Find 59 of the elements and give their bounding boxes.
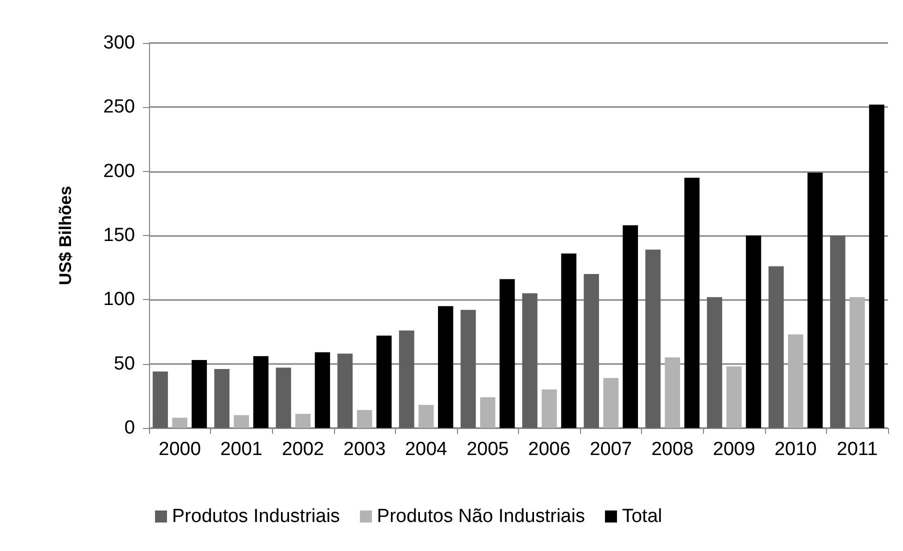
bar [830,236,846,428]
legend-label: Total [622,506,662,527]
y-tick-label: 200 [103,160,135,182]
x-tick-label: 2009 [712,439,756,460]
bar [152,372,168,428]
bar [645,250,661,428]
bar [214,368,230,428]
bar [622,225,638,428]
bar [460,310,476,428]
bar [438,306,454,428]
bar [192,360,207,428]
bar [314,352,330,428]
bar [869,104,884,428]
bar [172,418,188,428]
legend-label: Produtos Industriais [172,506,340,527]
bar [706,297,722,428]
bar [500,279,515,428]
y-tick-label: 0 [124,418,135,438]
bar [726,366,742,428]
x-tick-label: 2006 [528,439,570,460]
x-tick-label: 2002 [282,439,324,460]
x-tick-label: 2007 [590,439,632,460]
bar [234,415,249,428]
bar [603,378,618,428]
y-tick-label: 100 [103,289,135,310]
bar [584,274,599,428]
bar [356,410,372,428]
bar [684,178,700,428]
bar [276,368,292,428]
bar [808,172,823,428]
x-tick-label: 2010 [774,439,817,460]
x-tick-label: 2008 [651,439,694,460]
y-axis-title: US$ Bilhões [56,186,75,286]
bar [850,297,865,428]
x-tick-label: 2001 [220,439,263,460]
x-tick-label: 2005 [466,439,509,460]
bar [522,293,538,428]
bar [399,330,414,428]
bar [376,336,392,428]
legend-label: Produtos Não Industriais [376,506,585,527]
bar [295,414,311,428]
bar [664,357,680,428]
bar [788,334,804,428]
bar [337,354,353,428]
bar [561,253,576,428]
bar [542,390,557,428]
bar [418,404,434,428]
y-tick-label: 50 [114,353,135,374]
x-tick-label: 2000 [158,439,201,460]
y-tick-label: 250 [103,96,135,118]
x-tick-label: 2011 [836,439,878,460]
y-tick-label: 300 [103,32,135,54]
bar [480,397,496,428]
x-tick-label: 2003 [343,439,386,460]
bar [746,236,762,428]
y-tick-label: 150 [103,225,135,246]
x-tick-label: 2004 [404,439,448,460]
bar [768,266,784,428]
bar [253,356,268,428]
